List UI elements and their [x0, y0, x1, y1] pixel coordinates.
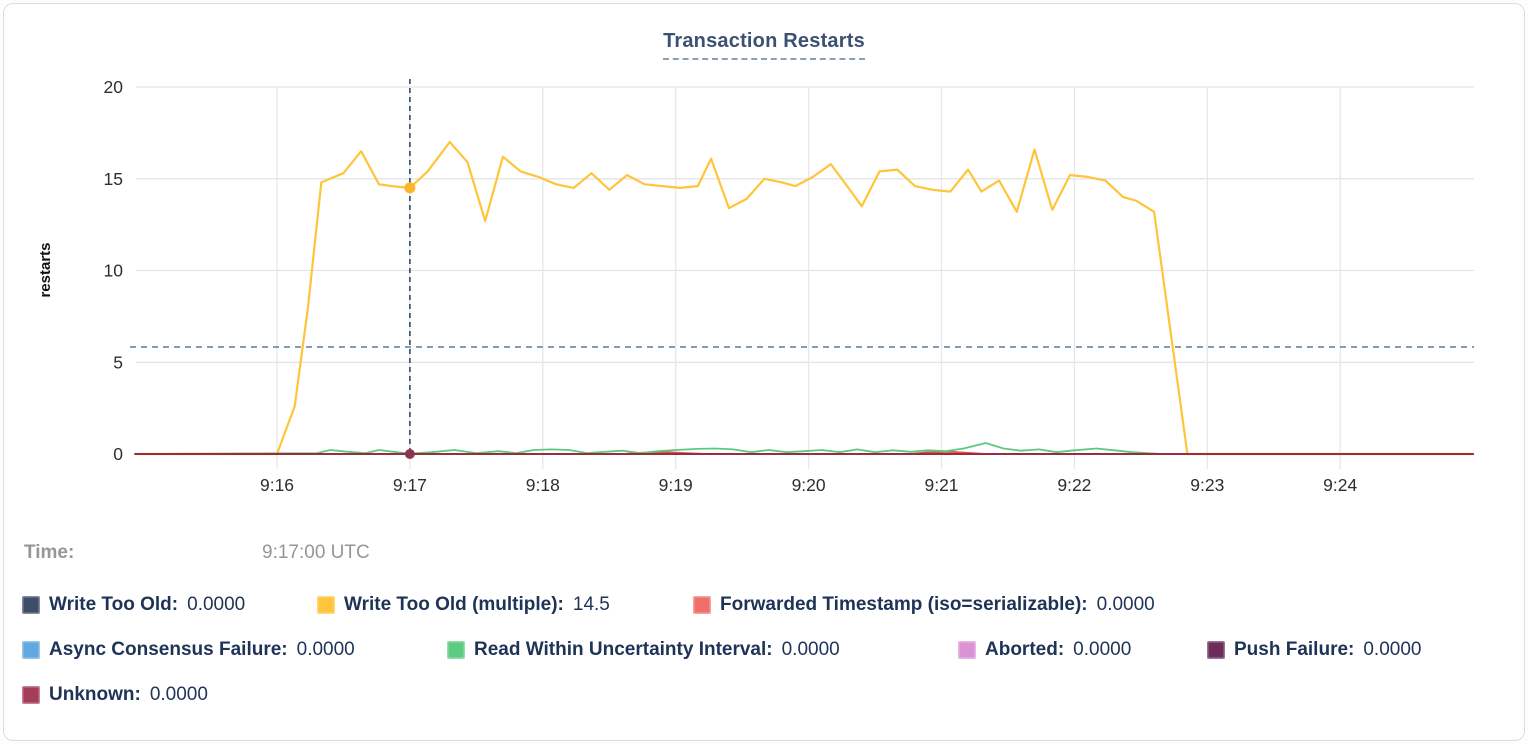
svg-text:9:18: 9:18	[526, 475, 560, 495]
axis-tick-labels: 0 5 10 15 20 9:16 9:17 9:18 9:19 9:20 9:21 9:22 9:23…	[104, 77, 1358, 495]
legend-label: Aborted:	[985, 639, 1065, 660]
gridlines	[136, 86, 1474, 469]
legend-value: 0.0000	[296, 639, 355, 660]
legend-value: 14.5	[572, 594, 610, 615]
svg-text:9:22: 9:22	[1057, 475, 1091, 495]
legend-swatch-icon	[22, 641, 40, 659]
legend-label: Push Failure:	[1234, 639, 1355, 660]
svg-text:9:23: 9:23	[1190, 475, 1224, 495]
legend-row: Write Too Old: 0.0000 Write Too Old (multi…	[22, 593, 1524, 617]
svg-text:restarts: restarts	[37, 242, 54, 297]
chart-legend: Write Too Old: 0.0000 Write Too Old (multi…	[4, 593, 1524, 707]
tooltip-time-value: 9:17:00 UTC	[262, 542, 370, 563]
svg-text:9:16: 9:16	[260, 475, 294, 495]
chart-title[interactable]: Transaction Restarts	[663, 30, 865, 60]
legend-row: Async Consensus Failure: 0.0000 Read Withi…	[22, 638, 1524, 662]
legend-value: 0.0000	[1096, 594, 1155, 615]
legend-value: 0.0000	[1073, 639, 1132, 660]
legend-item-push-failure: Push Failure: 0.0000	[1207, 639, 1421, 661]
legend-label: Write Too Old (multiple):	[344, 594, 564, 615]
legend-value: 0.0000	[1363, 639, 1422, 660]
series-write-too-old-multiple	[134, 140, 1475, 456]
y-axis-label: restarts	[37, 242, 54, 297]
legend-item-write-too-old: Write Too Old: 0.0000	[22, 594, 317, 616]
svg-text:0: 0	[113, 444, 123, 464]
hover-crosshair	[404, 79, 416, 459]
svg-text:9:20: 9:20	[792, 475, 826, 495]
legend-item-aborted: Aborted: 0.0000	[958, 639, 1207, 661]
legend-item-unknown: Unknown: 0.0000	[22, 684, 208, 706]
legend-item-async-consensus-failure: Async Consensus Failure: 0.0000	[22, 639, 447, 661]
svg-text:9:19: 9:19	[659, 475, 693, 495]
legend-label: Unknown:	[49, 684, 141, 705]
legend-swatch-icon	[447, 641, 465, 659]
svg-text:10: 10	[104, 261, 124, 281]
legend-label: Async Consensus Failure:	[49, 639, 288, 660]
legend-swatch-icon	[317, 596, 335, 614]
legend-item-forwarded-timestamp-iso-serializable: Forwarded Timestamp (iso=serializable): 0…	[693, 594, 1155, 616]
svg-text:15: 15	[104, 169, 123, 189]
legend-item-read-within-uncertainty-interval: Read Within Uncertainty Interval: 0.0000	[447, 639, 958, 661]
legend-value: 0.0000	[149, 684, 208, 705]
svg-text:9:24: 9:24	[1323, 475, 1357, 495]
tooltip-time-label: Time:	[24, 542, 75, 563]
chart-card: Transaction Restarts 0 5 10 15 20 9:16 9:17 9:1…	[3, 3, 1525, 741]
legend-swatch-icon	[693, 596, 711, 614]
tooltip-time-row: Time: 9:17:00 UTC	[4, 541, 1524, 565]
legend-item-write-too-old-multiple: Write Too Old (multiple): 14.5	[317, 594, 693, 616]
svg-text:9:17: 9:17	[393, 475, 427, 495]
legend-swatch-icon	[22, 686, 40, 704]
legend-label: Write Too Old:	[49, 594, 179, 615]
chart-header: Transaction Restarts	[4, 4, 1524, 64]
svg-text:9:21: 9:21	[924, 475, 958, 495]
svg-text:20: 20	[104, 77, 124, 97]
legend-label: Read Within Uncertainty Interval:	[474, 639, 773, 660]
legend-value: 0.0000	[781, 639, 840, 660]
svg-text:5: 5	[113, 352, 123, 372]
legend-swatch-icon	[22, 596, 40, 614]
transaction-restarts-chart[interactable]: 0 5 10 15 20 9:16 9:17 9:18 9:19 9:20 9:21 9:22 9:23…	[4, 64, 1528, 509]
legend-row: Unknown: 0.0000	[22, 683, 1524, 707]
legend-value: 0.0000	[187, 594, 246, 615]
legend-swatch-icon	[958, 641, 976, 659]
series-read-within-uncertainty-interval	[134, 442, 1474, 455]
legend-label: Forwarded Timestamp (iso=serializable):	[720, 594, 1088, 615]
legend-swatch-icon	[1207, 641, 1225, 659]
